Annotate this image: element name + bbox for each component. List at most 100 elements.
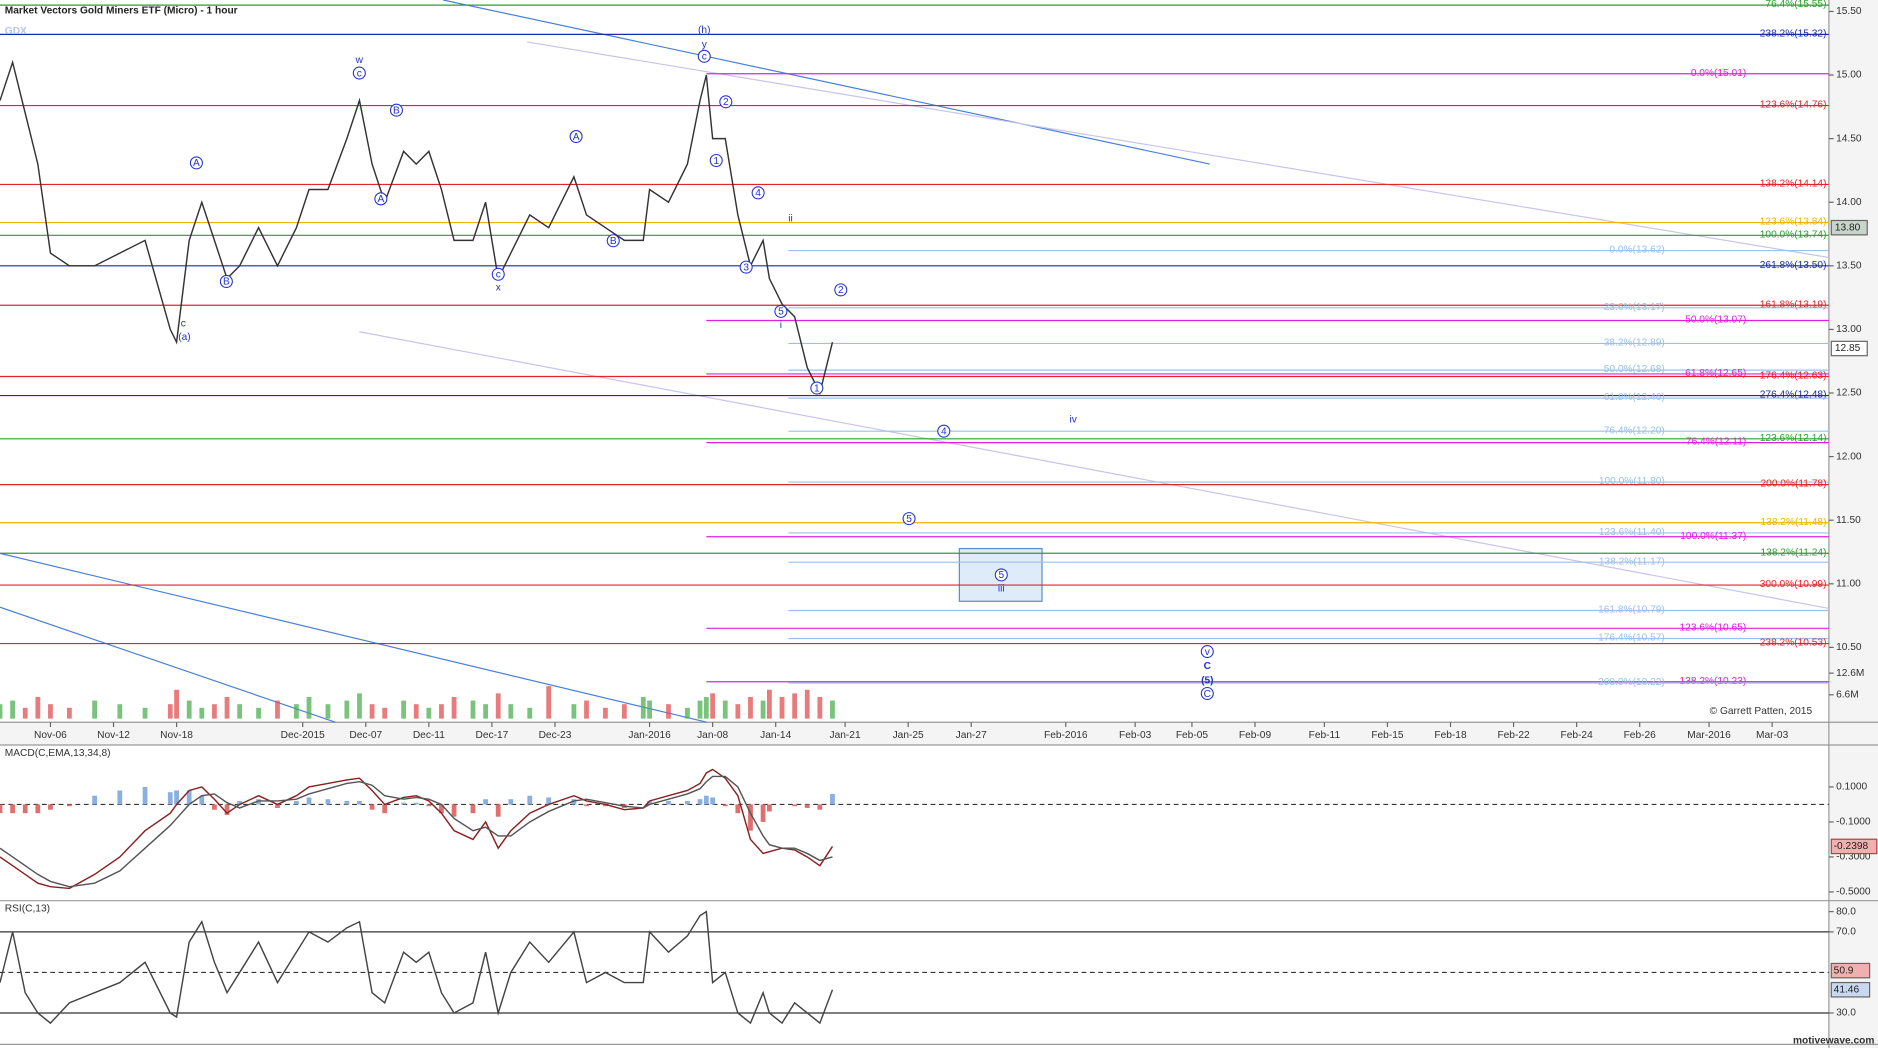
volume-bar bbox=[142, 707, 148, 719]
macd-histogram-bar bbox=[199, 795, 205, 805]
wave-circle bbox=[751, 186, 765, 200]
macd-histogram-bar bbox=[792, 804, 798, 807]
macd-histogram-bar bbox=[344, 800, 350, 805]
volume-bar bbox=[804, 689, 810, 719]
wave-label: 4 bbox=[755, 188, 761, 199]
fib-level-label: 161.8%(13.19) bbox=[1760, 299, 1827, 310]
rsi-tag bbox=[1830, 962, 1871, 979]
wave-label: (h) bbox=[698, 25, 710, 36]
fib-level-label: 176.4%(10.57) bbox=[1598, 633, 1665, 644]
volume-bar bbox=[66, 707, 72, 719]
wave-label: C bbox=[1204, 689, 1211, 700]
macd-histogram-bar bbox=[527, 795, 533, 805]
macd-histogram-bar bbox=[571, 799, 577, 805]
volume-bar bbox=[10, 700, 16, 719]
macd-histogram-bar bbox=[142, 786, 148, 805]
y-tick-label: 70.0 bbox=[1836, 927, 1856, 938]
volume-bar bbox=[666, 704, 671, 719]
fib-level-label: 161.8%(10.79) bbox=[1598, 605, 1665, 616]
wave-label: y bbox=[702, 40, 708, 51]
volume-bar bbox=[779, 696, 785, 719]
wave-label: ii bbox=[788, 213, 793, 224]
y-tick-label: 6.6M bbox=[1836, 689, 1859, 700]
fib-level-label: 123.6%(12.14) bbox=[1760, 433, 1827, 444]
macd-histogram-bar bbox=[830, 793, 835, 805]
y-tick-label: 0.1000 bbox=[1836, 782, 1867, 793]
volume-bar bbox=[369, 704, 375, 719]
volume-bar bbox=[722, 700, 728, 719]
y-tick-label: 13.00 bbox=[1836, 324, 1862, 335]
fib-level-label: 50.0%(12.68) bbox=[1604, 364, 1665, 375]
volume-bar bbox=[344, 700, 350, 719]
macd-histogram-bar bbox=[357, 800, 362, 805]
x-tick-label: Jan-27 bbox=[956, 730, 987, 741]
x-tick-label: Dec-2015 bbox=[281, 730, 325, 741]
x-tick-label: Feb-22 bbox=[1497, 730, 1530, 741]
macd-histogram-bar bbox=[382, 804, 388, 814]
x-axis-band bbox=[0, 722, 1829, 745]
macd-histogram-bar bbox=[647, 800, 652, 805]
wave-label: B bbox=[223, 277, 230, 288]
wave-circle bbox=[219, 274, 233, 288]
y-tick-label: 80.0 bbox=[1836, 906, 1856, 917]
y-tick-label: 12.00 bbox=[1836, 451, 1862, 462]
volume-bar bbox=[817, 696, 823, 719]
wave-label: 2 bbox=[838, 285, 844, 296]
volume-bar bbox=[413, 704, 419, 719]
wave-circle bbox=[374, 192, 388, 206]
macd-histogram-bar bbox=[666, 800, 671, 805]
fib-level-label: 61.8%(12.65) bbox=[1685, 368, 1746, 379]
price-tag-label: 13.80 bbox=[1835, 222, 1861, 233]
volume-bar bbox=[35, 696, 41, 719]
macd-histogram-bar bbox=[413, 802, 419, 805]
fib-level-label: 100.0%(11.37) bbox=[1680, 531, 1746, 542]
volume-bar bbox=[426, 707, 432, 719]
wave-label: x bbox=[496, 283, 501, 294]
rsi-tag-label: 50.9 bbox=[1834, 965, 1854, 976]
macd-histogram-bar bbox=[0, 804, 3, 814]
macd-histogram-bar bbox=[546, 797, 552, 805]
fib-level-label: 276.4%(12.48) bbox=[1760, 390, 1827, 401]
macd-histogram-bar bbox=[804, 804, 810, 808]
volume-bar bbox=[603, 707, 608, 719]
wave-labels: wc(h)ycABc(a)ABcxAB2143ii5i214iv55iiivC(… bbox=[178, 25, 1214, 701]
y-tick-label: 15.50 bbox=[1836, 6, 1862, 17]
fib-level-label: 0.0%(13.62) bbox=[1609, 245, 1664, 256]
fib-level-label: 76.4%(12.11) bbox=[1686, 437, 1746, 448]
trend-line bbox=[526, 41, 1829, 259]
x-tick-label: Feb-09 bbox=[1239, 730, 1272, 741]
x-tick-label: Feb-26 bbox=[1624, 730, 1657, 741]
x-tick-label: Dec-17 bbox=[476, 730, 509, 741]
symbol-watermark: GDX bbox=[5, 26, 27, 37]
wave-circle bbox=[352, 66, 366, 80]
volume-bar bbox=[527, 707, 533, 719]
y-tick-label: 11.50 bbox=[1836, 515, 1861, 526]
macd-tag bbox=[1830, 838, 1878, 855]
macd-histogram-bar bbox=[167, 792, 173, 805]
rsi-tag bbox=[1830, 981, 1871, 998]
x-tick-label: Dec-07 bbox=[349, 730, 382, 741]
wave-label: c bbox=[357, 68, 362, 79]
volume-bar bbox=[735, 704, 741, 719]
wave-circle bbox=[606, 234, 620, 248]
volume-bar bbox=[48, 704, 53, 719]
fib-level-label: 200.0%(11.78) bbox=[1761, 479, 1827, 490]
fib-level-label: 138.2%(14.14) bbox=[1760, 179, 1827, 190]
volume-bar bbox=[294, 704, 299, 719]
macd-histogram-bar bbox=[212, 804, 217, 810]
macd-histogram-bar bbox=[186, 790, 192, 805]
fib-level-label: 123.6%(11.40) bbox=[1599, 527, 1665, 538]
fib-level-label: 138.2%(10.23) bbox=[1680, 676, 1747, 687]
fib-level-label: 138.2%(11.48) bbox=[1761, 517, 1827, 528]
volume-bar bbox=[186, 700, 192, 719]
volume-bar bbox=[401, 700, 407, 719]
fib-level-label: 238.2%(15.32) bbox=[1760, 28, 1827, 39]
target-box bbox=[958, 547, 1043, 602]
fib-level-label: 76.4%(12.20) bbox=[1604, 425, 1665, 436]
y-tick-label: 15.00 bbox=[1836, 70, 1862, 81]
price-tag bbox=[1830, 219, 1868, 236]
wave-label: iv bbox=[1069, 414, 1077, 425]
volume-bar bbox=[584, 700, 589, 719]
volume-bar bbox=[0, 704, 3, 719]
